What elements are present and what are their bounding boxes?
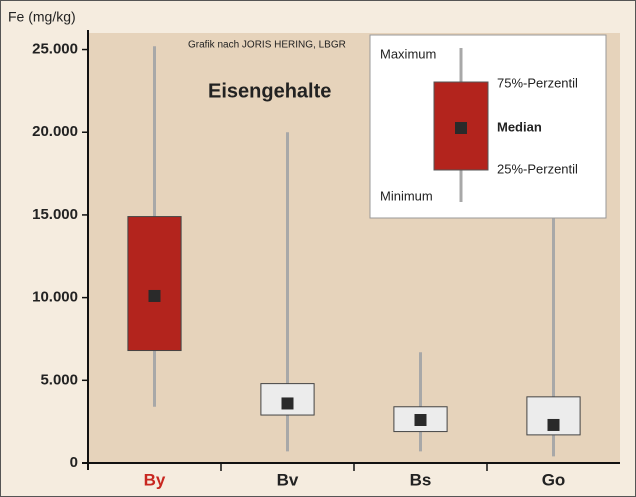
x-tick-label: Bs: [410, 470, 432, 489]
legend-box-swatch: [433, 81, 489, 171]
credit: Grafik nach JORIS HERING, LBGR: [188, 40, 346, 51]
y-tick-label: 10.000: [32, 289, 78, 306]
y-tick-label: 15.000: [32, 206, 78, 223]
median: [547, 418, 560, 431]
y-tick-label: 20.000: [32, 123, 78, 140]
median: [281, 397, 294, 410]
x-tick-label: By: [144, 470, 166, 489]
legend: Maximum 75%-Perzentil Median 25%-Perzent…: [369, 34, 607, 219]
box: [127, 216, 182, 352]
median: [148, 289, 161, 302]
x-tick-label: Bv: [277, 470, 299, 489]
legend-label: 75%-Perzentil: [497, 75, 578, 90]
y-tick-label: 5.000: [40, 371, 78, 388]
x-tick-label: Go: [542, 470, 566, 489]
legend-label: Maximum: [380, 46, 436, 61]
legend-median: [455, 122, 467, 134]
y-tick-label: 25.000: [32, 41, 78, 58]
legend-label: Minimum: [380, 188, 433, 203]
y-tick-label: 0: [70, 454, 78, 471]
boxes: [127, 46, 581, 457]
legend-label: 25%-Perzentil: [497, 161, 578, 176]
y-axis-label: Fe (mg/kg): [8, 9, 76, 25]
legend-label: Median: [497, 119, 542, 134]
chart-title: Eisengehalte: [208, 80, 331, 102]
median: [414, 414, 427, 426]
